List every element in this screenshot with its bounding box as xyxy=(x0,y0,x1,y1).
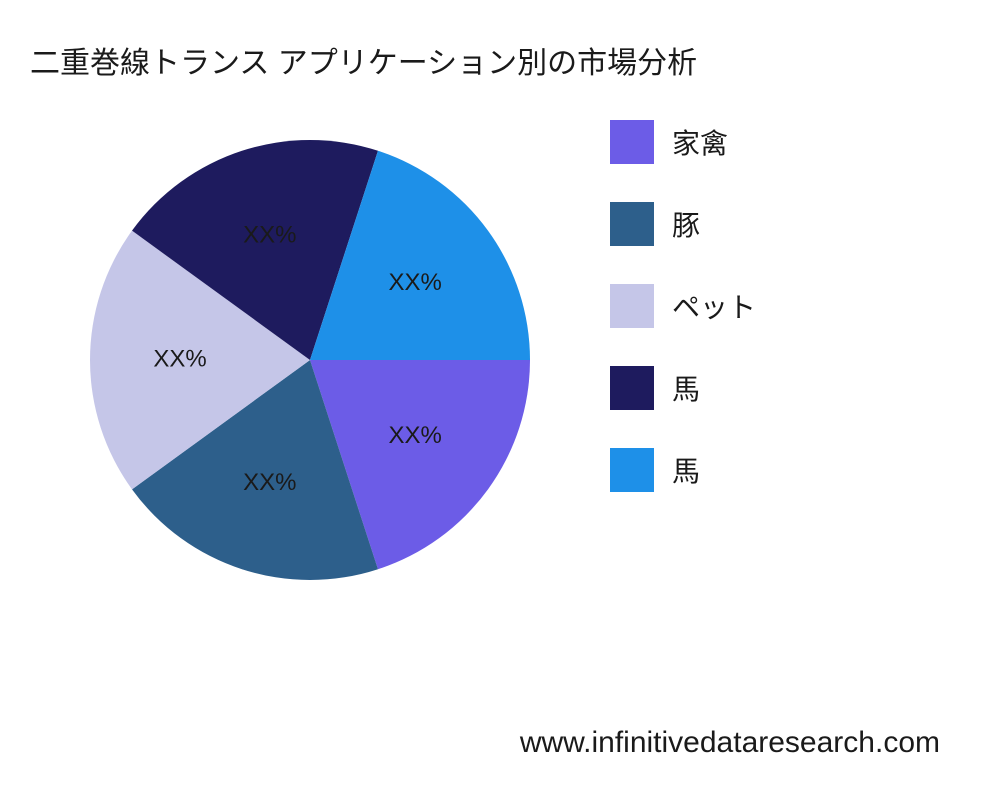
slice-label: XX% xyxy=(243,469,296,496)
legend-swatch xyxy=(610,202,654,246)
legend-item: 家禽 xyxy=(610,120,756,164)
chart-title: 二重巻線トランス アプリケーション別の市場分析 xyxy=(30,38,697,82)
legend-item: 豚 xyxy=(610,202,756,246)
slice-label: XX% xyxy=(243,222,296,249)
legend-swatch xyxy=(610,120,654,164)
legend-label: 家禽 xyxy=(672,122,728,162)
legend-label: 豚 xyxy=(672,204,700,244)
legend-swatch xyxy=(610,284,654,328)
pie-svg: XX% XX% XX% XX% XX% xyxy=(70,120,550,600)
legend-swatch xyxy=(610,366,654,410)
legend-swatch xyxy=(610,448,654,492)
slice-label: XX% xyxy=(388,269,441,296)
legend: 家禽豚ペット馬馬 xyxy=(610,120,756,492)
legend-label: 馬 xyxy=(672,450,700,490)
slice-label: XX% xyxy=(388,422,441,449)
legend-item: 馬 xyxy=(610,448,756,492)
legend-label: ペット xyxy=(672,286,756,326)
slice-label: XX% xyxy=(153,345,206,372)
legend-label: 馬 xyxy=(672,368,700,408)
pie-chart: XX% XX% XX% XX% XX% xyxy=(70,120,550,600)
footer-link: www.infinitivedataresearch.com xyxy=(520,726,940,760)
legend-item: 馬 xyxy=(610,366,756,410)
legend-item: ペット xyxy=(610,284,756,328)
